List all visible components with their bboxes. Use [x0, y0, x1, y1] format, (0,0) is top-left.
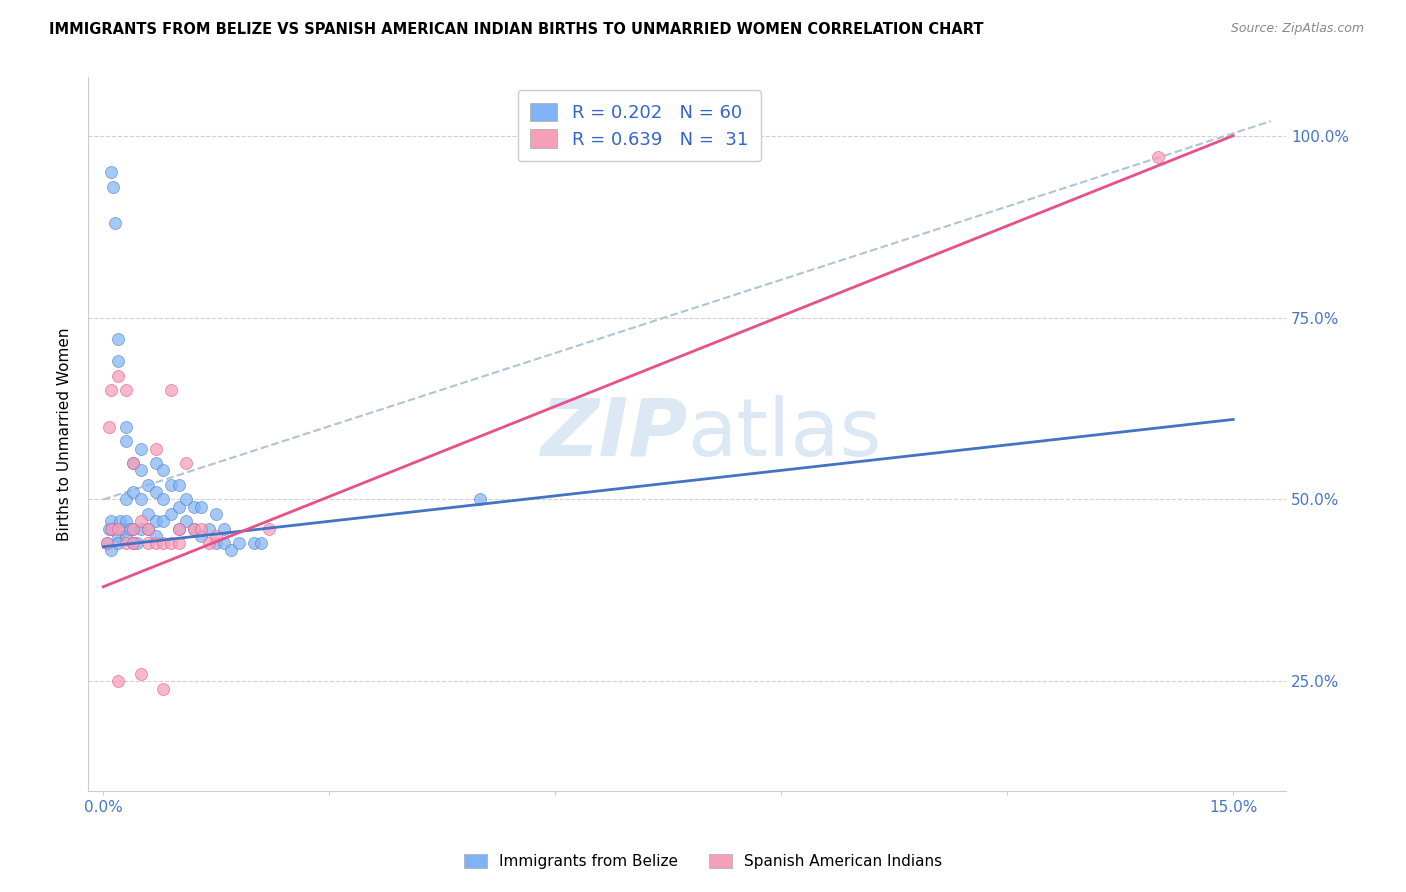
Immigrants from Belize	[167, 500, 190, 514]
Immigrants from Belize	[122, 536, 145, 550]
Immigrants from Belize	[250, 536, 273, 550]
Spanish American Indians	[160, 384, 183, 398]
Immigrants from Belize	[114, 434, 136, 449]
Spanish American Indians	[122, 536, 145, 550]
Immigrants from Belize	[122, 485, 145, 500]
Immigrants from Belize	[101, 522, 124, 536]
Immigrants from Belize	[152, 492, 174, 507]
Immigrants from Belize	[114, 492, 136, 507]
Immigrants from Belize	[129, 463, 152, 477]
Immigrants from Belize	[138, 507, 160, 521]
Immigrants from Belize	[114, 529, 136, 543]
Spanish American Indians	[129, 667, 152, 681]
Immigrants from Belize	[107, 354, 129, 368]
Immigrants from Belize	[145, 485, 167, 500]
Spanish American Indians	[183, 522, 205, 536]
Immigrants from Belize	[205, 507, 228, 521]
Spanish American Indians	[122, 522, 145, 536]
Spanish American Indians	[114, 384, 136, 398]
Immigrants from Belize	[96, 536, 118, 550]
Spanish American Indians	[197, 536, 219, 550]
Spanish American Indians	[114, 536, 136, 550]
Spanish American Indians	[122, 456, 145, 470]
Immigrants from Belize	[138, 478, 160, 492]
Immigrants from Belize	[138, 522, 160, 536]
Spanish American Indians	[160, 536, 183, 550]
Immigrants from Belize	[174, 514, 197, 528]
Spanish American Indians	[138, 536, 160, 550]
Immigrants from Belize	[197, 522, 219, 536]
Y-axis label: Births to Unmarried Women: Births to Unmarried Women	[58, 327, 72, 541]
Immigrants from Belize	[190, 529, 212, 543]
Immigrants from Belize	[129, 492, 152, 507]
Spanish American Indians	[138, 522, 160, 536]
Immigrants from Belize	[107, 529, 129, 543]
Spanish American Indians	[167, 522, 190, 536]
Immigrants from Belize	[100, 543, 122, 558]
Immigrants from Belize	[107, 332, 129, 346]
Immigrants from Belize	[152, 514, 174, 528]
Spanish American Indians	[257, 522, 280, 536]
Spanish American Indians	[145, 536, 167, 550]
Spanish American Indians	[98, 419, 121, 434]
Spanish American Indians	[129, 514, 152, 528]
Spanish American Indians	[107, 368, 129, 383]
Immigrants from Belize	[129, 522, 152, 536]
Immigrants from Belize	[219, 543, 242, 558]
Spanish American Indians	[205, 529, 228, 543]
Immigrants from Belize	[100, 514, 122, 528]
Immigrants from Belize	[114, 514, 136, 528]
Text: IMMIGRANTS FROM BELIZE VS SPANISH AMERICAN INDIAN BIRTHS TO UNMARRIED WOMEN CORR: IMMIGRANTS FROM BELIZE VS SPANISH AMERIC…	[49, 22, 984, 37]
Immigrants from Belize	[111, 522, 134, 536]
Immigrants from Belize	[122, 456, 145, 470]
Immigrants from Belize	[243, 536, 266, 550]
Spanish American Indians	[174, 456, 197, 470]
Spanish American Indians	[96, 536, 118, 550]
Immigrants from Belize	[145, 529, 167, 543]
Spanish American Indians	[1147, 151, 1170, 165]
Spanish American Indians	[145, 442, 167, 456]
Immigrants from Belize	[100, 165, 122, 179]
Immigrants from Belize	[145, 514, 167, 528]
Immigrants from Belize	[118, 522, 141, 536]
Text: Source: ZipAtlas.com: Source: ZipAtlas.com	[1230, 22, 1364, 36]
Immigrants from Belize	[212, 536, 235, 550]
Spanish American Indians	[107, 522, 129, 536]
Spanish American Indians	[100, 522, 122, 536]
Immigrants from Belize	[167, 522, 190, 536]
Immigrants from Belize	[103, 216, 125, 230]
Immigrants from Belize	[145, 456, 167, 470]
Immigrants from Belize	[101, 179, 124, 194]
Text: atlas: atlas	[688, 395, 882, 473]
Immigrants from Belize	[127, 536, 149, 550]
Immigrants from Belize	[114, 419, 136, 434]
Legend: R = 0.202   N = 60, R = 0.639   N =  31: R = 0.202 N = 60, R = 0.639 N = 31	[517, 90, 761, 161]
Immigrants from Belize	[108, 514, 131, 528]
Immigrants from Belize	[228, 536, 250, 550]
Immigrants from Belize	[190, 500, 212, 514]
Immigrants from Belize	[107, 536, 129, 550]
Spanish American Indians	[152, 681, 174, 696]
Spanish American Indians	[167, 536, 190, 550]
Spanish American Indians	[190, 522, 212, 536]
Legend: Immigrants from Belize, Spanish American Indians: Immigrants from Belize, Spanish American…	[458, 848, 948, 875]
Immigrants from Belize	[205, 536, 228, 550]
Spanish American Indians	[107, 674, 129, 689]
Immigrants from Belize	[468, 492, 491, 507]
Immigrants from Belize	[129, 442, 152, 456]
Immigrants from Belize	[183, 522, 205, 536]
Immigrants from Belize	[98, 522, 121, 536]
Immigrants from Belize	[167, 478, 190, 492]
Spanish American Indians	[152, 536, 174, 550]
Immigrants from Belize	[160, 478, 183, 492]
Immigrants from Belize	[183, 500, 205, 514]
Immigrants from Belize	[174, 492, 197, 507]
Spanish American Indians	[100, 384, 122, 398]
Immigrants from Belize	[160, 507, 183, 521]
Immigrants from Belize	[212, 522, 235, 536]
Immigrants from Belize	[152, 463, 174, 477]
Text: ZIP: ZIP	[540, 395, 688, 473]
Immigrants from Belize	[122, 522, 145, 536]
